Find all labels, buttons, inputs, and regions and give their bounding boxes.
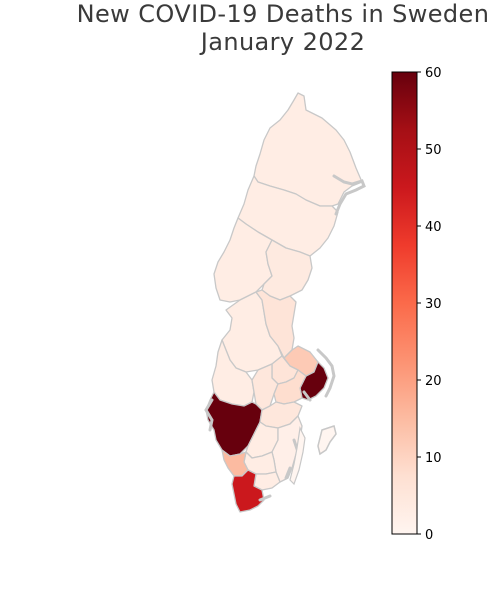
colorbar-tick-label: 50 <box>425 143 442 158</box>
gotland-island <box>317 425 337 456</box>
map-regions <box>205 92 363 513</box>
colorbar: 0 10 20 30 40 50 60 <box>391 66 442 543</box>
coastline-islands <box>204 174 366 502</box>
colorbar-tick-label: 10 <box>425 451 442 466</box>
region-s-dermanland <box>273 369 307 405</box>
region-g-vleborg <box>255 289 297 359</box>
chart-title-line-1: New COVID-19 Deaths in Sweden <box>76 0 490 28</box>
region-sk-ne <box>231 469 265 513</box>
colorbar-ticks: 0 10 20 30 40 50 60 <box>417 66 442 543</box>
colorbar-gradient <box>391 71 418 535</box>
colorbar-tick-label: 40 <box>425 220 442 235</box>
colorbar-tick-label: 20 <box>425 374 442 389</box>
colorbar-tick-label: 60 <box>425 66 442 81</box>
oland-island <box>289 426 306 486</box>
coastline-islands-east <box>204 174 366 502</box>
chart-title-line-2: January 2022 <box>200 28 366 56</box>
colorbar-tick-label: 30 <box>425 297 442 312</box>
colorbar-tick-label: 0 <box>425 528 433 543</box>
